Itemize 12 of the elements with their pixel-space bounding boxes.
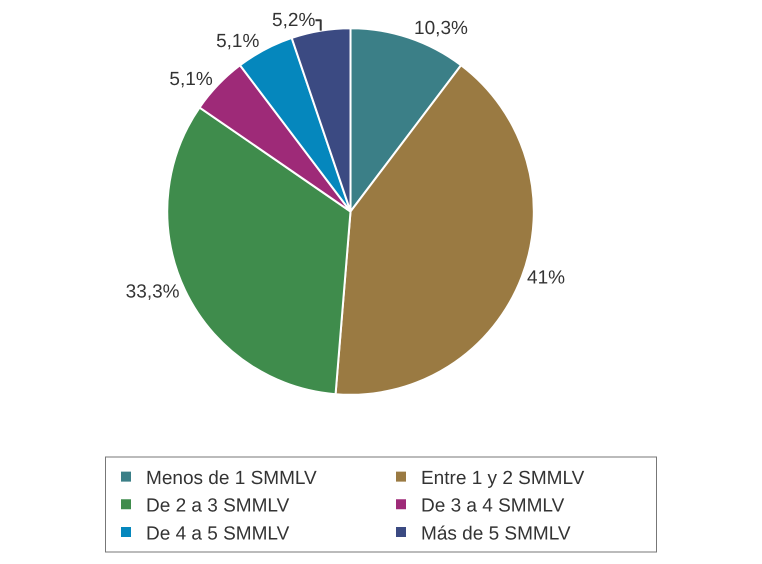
data-label: 10,3% (414, 18, 468, 39)
legend-label: Entre 1 y 2 SMMLV (421, 468, 585, 489)
data-label: 5,1% (169, 69, 213, 90)
legend-label: De 4 a 5 SMMLV (146, 523, 290, 544)
data-label: 5,2% (272, 10, 316, 31)
legend-label: De 3 a 4 SMMLV (421, 496, 565, 517)
data-label: 33,3% (126, 281, 180, 302)
legend-label: Más de 5 SMMLV (421, 523, 571, 544)
legend-label: Menos de 1 SMMLV (146, 468, 318, 489)
legend-label: De 2 a 3 SMMLV (146, 496, 290, 517)
data-label: 41% (527, 268, 566, 289)
data-label: 5,1% (216, 30, 260, 52)
